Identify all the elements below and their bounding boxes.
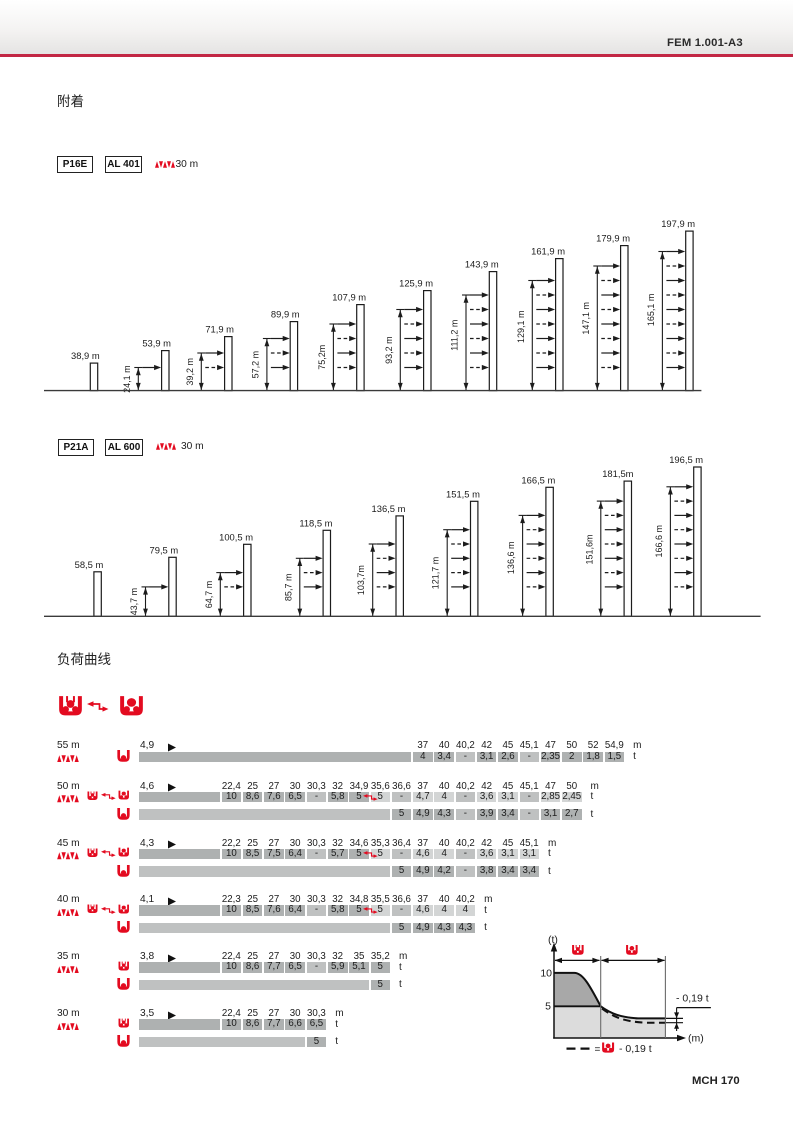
svg-text:151,6m: 151,6m xyxy=(584,534,594,564)
svg-text:147,1 m: 147,1 m xyxy=(581,302,591,335)
svg-text:197,9 m: 197,9 m xyxy=(661,218,695,229)
svg-text:143,9 m: 143,9 m xyxy=(465,259,499,270)
svg-text:121,7 m: 121,7 m xyxy=(431,557,441,590)
svg-text:165,1 m: 165,1 m xyxy=(646,294,656,327)
svg-text:118,5 m: 118,5 m xyxy=(299,517,332,528)
svg-text:161,9 m: 161,9 m xyxy=(531,246,565,257)
svg-text:179,9 m: 179,9 m xyxy=(596,233,630,244)
svg-text:- 0,19 t: - 0,19 t xyxy=(676,993,709,1005)
svg-text:(t): (t) xyxy=(548,934,558,946)
svg-text:111,2 m: 111,2 m xyxy=(450,320,460,351)
svg-text:107,9 m: 107,9 m xyxy=(332,292,366,303)
svg-text:181,5m: 181,5m xyxy=(602,468,633,479)
svg-text:38,9 m: 38,9 m xyxy=(71,350,100,361)
svg-text:71,9 m: 71,9 m xyxy=(205,324,234,335)
svg-text:39,2 m: 39,2 m xyxy=(185,358,195,386)
svg-text:79,5 m: 79,5 m xyxy=(150,544,179,555)
svg-text:103,7m: 103,7m xyxy=(356,565,366,595)
svg-text:58,5 m: 58,5 m xyxy=(75,559,104,570)
svg-text:- 0,19 t: - 0,19 t xyxy=(619,1043,652,1055)
svg-text:151,5 m: 151,5 m xyxy=(446,488,480,499)
svg-text:43,7 m: 43,7 m xyxy=(129,588,139,616)
svg-text:57,2 m: 57,2 m xyxy=(250,351,260,379)
svg-text:136,6 m: 136,6 m xyxy=(506,542,516,575)
svg-text:166,5 m: 166,5 m xyxy=(521,474,555,485)
svg-text:196,5 m: 196,5 m xyxy=(669,455,703,465)
svg-text:10: 10 xyxy=(540,968,552,980)
svg-text:166,6 m: 166,6 m xyxy=(654,525,664,558)
svg-text:5: 5 xyxy=(545,1001,551,1013)
svg-text:24,1 m: 24,1 m xyxy=(122,365,132,393)
svg-text:53,9 m: 53,9 m xyxy=(142,338,171,349)
svg-text:125,9 m: 125,9 m xyxy=(399,278,433,289)
svg-text:75,2m: 75,2m xyxy=(317,345,327,370)
svg-text:129,1 m: 129,1 m xyxy=(516,310,526,343)
svg-text:=: = xyxy=(595,1045,601,1056)
svg-text:89,9 m: 89,9 m xyxy=(271,309,300,320)
svg-text:93,2 m: 93,2 m xyxy=(384,336,394,364)
svg-text:(m): (m) xyxy=(688,1033,704,1045)
svg-text:64,7 m: 64,7 m xyxy=(204,581,214,609)
svg-text:136,5 m: 136,5 m xyxy=(372,503,406,514)
svg-text:100,5 m: 100,5 m xyxy=(219,531,253,542)
svg-text:85,7 m: 85,7 m xyxy=(283,574,293,602)
